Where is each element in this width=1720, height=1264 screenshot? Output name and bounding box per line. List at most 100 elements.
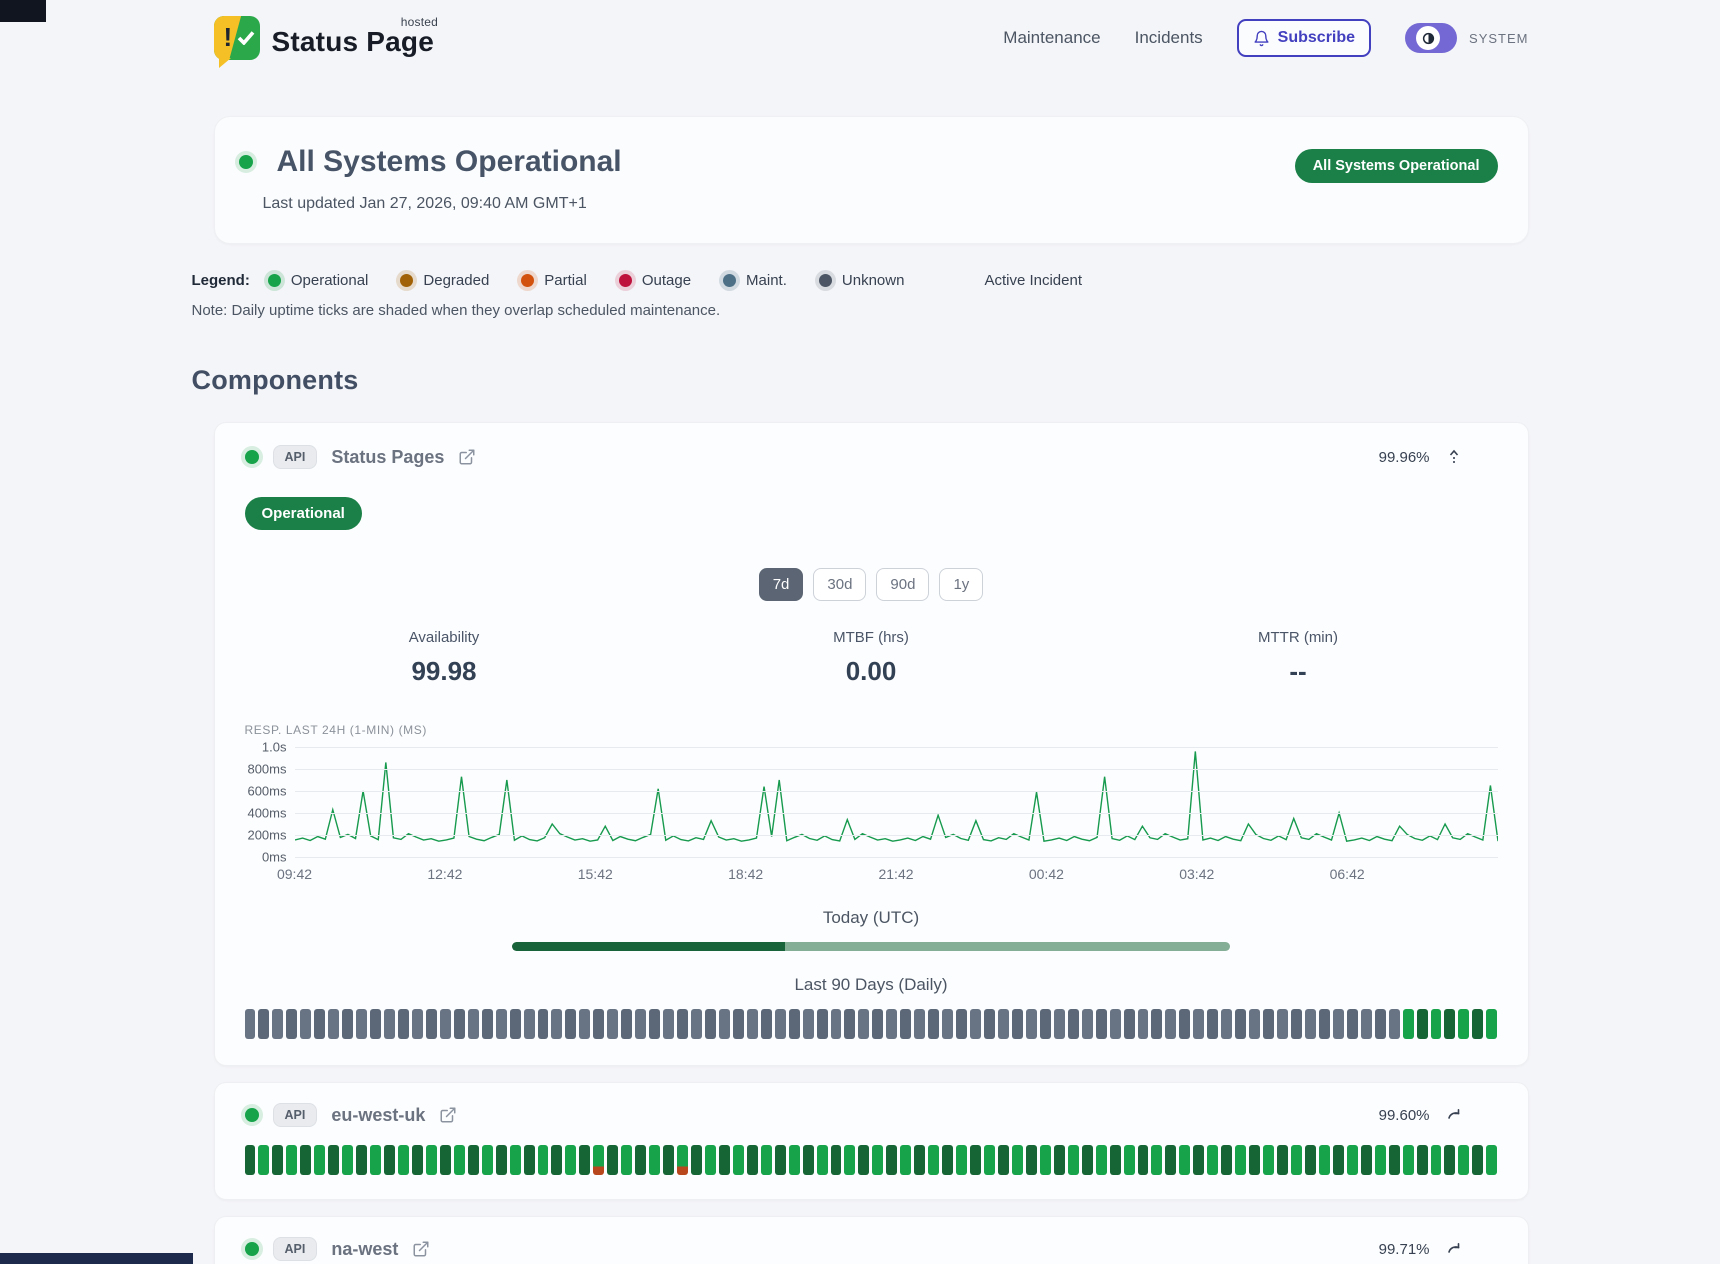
today-progress-bar	[512, 942, 1230, 951]
uptime-day-tick	[314, 1009, 326, 1039]
legend-label: Legend:	[191, 272, 250, 289]
overall-status-card: All Systems Operational Last updated Jan…	[213, 116, 1529, 244]
external-link-icon[interactable]	[412, 1240, 430, 1258]
uptime-day-tick	[551, 1145, 563, 1175]
uptime-day-tick	[914, 1145, 926, 1175]
uptime-day-tick	[1123, 1009, 1135, 1039]
range-button-30d[interactable]: 30d	[813, 568, 867, 601]
uptime-day-tick	[1137, 1145, 1149, 1175]
page-title: All Systems Operational	[276, 145, 622, 178]
uptime-day-tick	[1053, 1009, 1065, 1039]
uptime-day-tick	[1165, 1145, 1177, 1175]
theme-mode-label: SYSTEM	[1469, 30, 1529, 46]
uptime-day-tick	[1486, 1009, 1498, 1039]
uptime-day-tick	[1472, 1009, 1484, 1039]
uptime-day-tick	[523, 1145, 535, 1175]
y-tick-label: 800ms	[247, 761, 287, 777]
uptime-day-tick	[272, 1009, 284, 1039]
nav-incidents[interactable]: Incidents	[1134, 28, 1203, 47]
uptime-day-tick	[579, 1009, 591, 1039]
uptime-day-tick	[1304, 1009, 1316, 1039]
uptime-day-tick	[844, 1009, 856, 1039]
uptime-day-tick	[677, 1145, 688, 1175]
uptime-day-tick	[691, 1009, 702, 1039]
uptime-day-tick	[1179, 1009, 1191, 1039]
uptime-day-tick	[1081, 1145, 1093, 1175]
uptime-day-tick	[1165, 1009, 1177, 1039]
logo-icon: !	[213, 16, 260, 68]
uptime-day-tick	[314, 1145, 326, 1175]
component-status-dot	[244, 450, 259, 464]
uptime-day-tick	[1249, 1145, 1261, 1175]
uptime-day-tick	[1095, 1145, 1107, 1175]
component-status-dot	[244, 1108, 259, 1122]
y-tick-label: 0ms	[261, 849, 287, 865]
legend-item-label: Operational	[290, 272, 369, 289]
external-link-icon[interactable]	[439, 1106, 457, 1124]
uptime-day-tick	[1193, 1009, 1205, 1039]
uptime-day-tick	[1346, 1009, 1358, 1039]
uptime-day-tick	[1388, 1145, 1400, 1175]
uptime-day-tick	[370, 1009, 382, 1039]
uptime-day-tick	[1360, 1009, 1372, 1039]
uptime-day-tick	[1360, 1145, 1372, 1175]
gridline	[294, 857, 1498, 858]
uptime-day-tick	[1402, 1009, 1414, 1039]
uptime-day-tick	[495, 1145, 507, 1175]
uptime-day-tick	[1067, 1009, 1079, 1039]
uptime-day-tick	[1151, 1009, 1163, 1039]
uptime-day-tick	[900, 1009, 912, 1039]
expand-icon[interactable]	[1446, 1241, 1462, 1257]
uptime-day-tick	[1067, 1145, 1079, 1175]
uptime-day-tick	[1151, 1145, 1163, 1175]
uptime-ticks-status-pages	[231, 1009, 1512, 1039]
uptime-day-tick	[1416, 1145, 1428, 1175]
uptime-day-tick	[453, 1009, 465, 1039]
legend-dot	[400, 274, 414, 287]
footer-strip	[0, 1253, 193, 1264]
bell-icon	[1254, 30, 1269, 46]
uptime-day-tick	[816, 1009, 828, 1039]
uptime-day-tick	[774, 1009, 786, 1039]
uptime-day-tick	[732, 1145, 744, 1175]
uptime-day-tick	[384, 1009, 395, 1039]
expand-icon[interactable]	[1446, 1107, 1462, 1123]
uptime-day-tick	[328, 1009, 340, 1039]
collapse-icon[interactable]	[1446, 449, 1462, 465]
response-time-chart: RESP. LAST 24H (1-MIN) (MS) 1.0s 800ms 600…	[231, 723, 1512, 884]
theme-toggle[interactable]	[1405, 23, 1458, 53]
main-nav: Maintenance Incidents Subscribe	[1003, 19, 1528, 57]
uptime-day-tick	[1221, 1145, 1233, 1175]
legend-item-degraded: Degraded	[400, 272, 489, 289]
exclamation-glyph: !	[223, 22, 233, 52]
uptime-day-tick	[760, 1145, 772, 1175]
uptime-day-tick	[802, 1009, 814, 1039]
history-label: Last 90 Days (Daily)	[794, 975, 948, 994]
component-tag: API	[272, 445, 318, 469]
stat-availability: Availability 99.98	[408, 629, 480, 686]
top-bar: ! Status Page hosted Maintenance Inciden…	[192, 0, 1529, 76]
range-button-90d[interactable]: 90d	[876, 568, 930, 601]
uptime-day-tick	[1374, 1145, 1386, 1175]
component-uptime: 99.96%	[1378, 448, 1430, 466]
component-card-eu-west-uk: API eu-west-uk 99.60%	[213, 1082, 1529, 1200]
legend: Legend: Operational Degraded Partial Outage…	[192, 272, 1529, 289]
range-button-1y[interactable]: 1y	[939, 568, 984, 601]
external-link-icon[interactable]	[458, 448, 476, 466]
nav-maintenance[interactable]: Maintenance	[1003, 28, 1101, 47]
uptime-day-tick	[1235, 1009, 1247, 1039]
component-name: na-west	[331, 1238, 399, 1259]
range-button-7d[interactable]: 7d	[758, 568, 804, 601]
uptime-day-tick	[970, 1009, 982, 1039]
uptime-day-tick	[1137, 1009, 1149, 1039]
uptime-day-tick	[565, 1145, 577, 1175]
uptime-day-tick	[1235, 1145, 1247, 1175]
subscribe-button[interactable]: Subscribe	[1236, 19, 1372, 57]
uptime-day-tick	[970, 1145, 982, 1175]
logo[interactable]: ! Status Page hosted	[213, 16, 438, 68]
uptime-day-tick	[802, 1145, 814, 1175]
x-tick-label: 15:42	[577, 866, 613, 882]
uptime-day-tick	[551, 1009, 563, 1039]
component-tag: API	[272, 1237, 318, 1261]
component-status-badge: Operational	[244, 497, 362, 530]
